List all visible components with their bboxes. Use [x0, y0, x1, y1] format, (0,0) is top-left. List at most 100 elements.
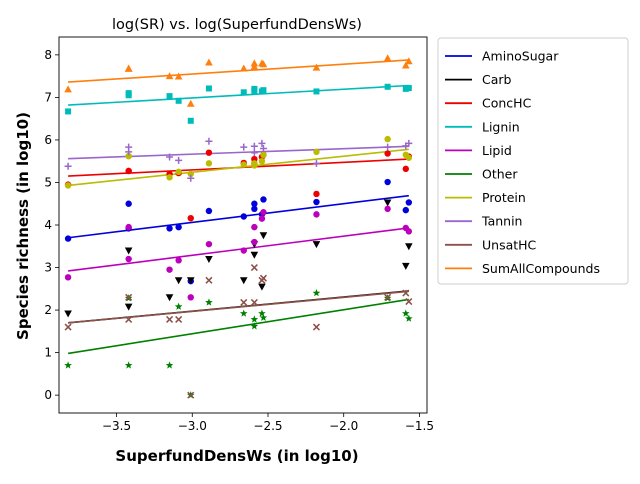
data-point	[205, 240, 213, 248]
data-point	[258, 309, 266, 317]
data-point	[401, 262, 410, 270]
data-point	[125, 315, 133, 323]
y-tick-label: 1	[44, 346, 52, 360]
data-point	[250, 251, 259, 259]
data-point	[259, 60, 268, 68]
data-point	[258, 157, 266, 165]
data-point	[166, 225, 173, 232]
x-tick-label: −2.5	[253, 419, 282, 433]
data-point	[186, 99, 195, 107]
data-point	[258, 283, 266, 291]
data-point	[251, 223, 258, 231]
data-point	[405, 314, 413, 322]
data-point	[205, 298, 213, 306]
data-point	[124, 247, 133, 255]
data-point	[405, 243, 413, 251]
data-point	[402, 85, 409, 92]
data-point	[402, 165, 409, 173]
data-point	[187, 117, 194, 124]
data-point	[405, 298, 413, 306]
fit-line-unsathc	[68, 290, 409, 324]
data-point	[125, 92, 132, 99]
data-point	[125, 255, 132, 263]
data-point	[125, 200, 132, 207]
legend-label: ConcHC	[482, 96, 532, 111]
data-point	[240, 143, 248, 151]
data-point	[64, 323, 72, 331]
data-point	[384, 293, 392, 301]
data-point	[175, 315, 183, 323]
data-point	[250, 298, 258, 306]
data-point	[166, 93, 173, 100]
data-point	[125, 223, 132, 231]
data-point	[383, 54, 392, 62]
data-point	[174, 277, 183, 285]
data-point	[64, 361, 72, 369]
data-point	[174, 72, 183, 80]
data-point	[401, 309, 410, 317]
data-point	[186, 277, 195, 285]
data-point	[250, 264, 258, 272]
data-point	[383, 199, 392, 207]
legend-frame	[437, 37, 629, 285]
data-point	[65, 108, 72, 115]
data-point	[260, 209, 267, 216]
data-point	[251, 205, 258, 213]
data-point	[313, 211, 320, 218]
data-point	[250, 142, 258, 150]
data-point	[187, 170, 194, 178]
data-point	[240, 161, 247, 168]
data-point	[187, 294, 194, 301]
data-point	[384, 178, 391, 186]
data-point	[175, 156, 183, 164]
data-point	[312, 241, 321, 249]
data-point	[405, 85, 412, 92]
data-point	[205, 160, 213, 167]
data-point	[239, 309, 248, 317]
data-point	[251, 200, 258, 207]
data-point	[313, 190, 320, 198]
fit-line-protein	[68, 148, 409, 187]
y-tick-label: 8	[44, 48, 52, 62]
data-point	[239, 277, 248, 285]
legend-label: Lignin	[482, 119, 520, 134]
data-point	[240, 247, 247, 254]
y-tick-label: 0	[44, 388, 52, 402]
data-point	[239, 64, 248, 72]
fit-line-lipid	[67, 227, 409, 272]
data-point	[175, 223, 182, 231]
data-point	[250, 149, 258, 157]
data-point	[205, 85, 212, 92]
data-point	[251, 160, 258, 167]
data-point	[205, 137, 213, 145]
data-point	[250, 315, 259, 323]
data-point	[313, 148, 320, 156]
legend-label: AminoSugar	[482, 49, 559, 64]
data-point	[405, 199, 413, 206]
data-point	[313, 198, 320, 206]
data-point	[384, 150, 391, 157]
data-point	[64, 182, 72, 189]
chart-title: log(SR) vs. log(SuperfundDensWs)	[112, 17, 362, 33]
legend: AminoSugar Carb ConcHC Lignin Lipid Other Prot…	[437, 37, 629, 285]
data-point	[166, 315, 174, 323]
data-point	[240, 89, 247, 96]
legend-label: Lipid	[482, 143, 512, 158]
data-point	[405, 154, 413, 161]
x-axis-label: SuperfundDensWs (in log10)	[115, 447, 358, 465]
data-point	[260, 151, 267, 159]
data-point	[259, 144, 267, 152]
data-point	[166, 174, 173, 181]
legend-label: Tannin	[481, 214, 522, 229]
data-point	[313, 88, 320, 95]
data-point	[401, 61, 410, 69]
x-tick-label: −1.5	[405, 419, 434, 433]
data-point	[124, 361, 133, 369]
data-point	[402, 289, 410, 297]
data-point	[64, 310, 72, 318]
x-tick-label: −2.0	[329, 419, 358, 433]
legend-label: SumAllCompounds	[482, 261, 600, 276]
data-point	[384, 143, 392, 151]
data-point	[165, 72, 174, 80]
